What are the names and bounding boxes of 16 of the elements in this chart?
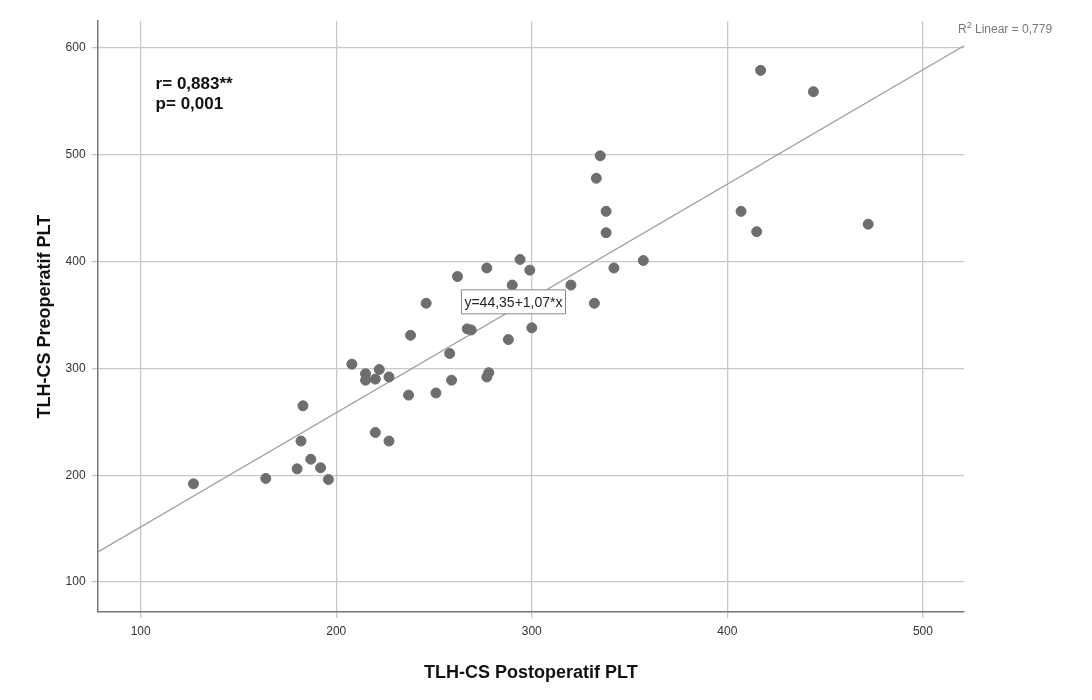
y-tick-label: 100	[65, 574, 86, 589]
y-axis-title: TLH-CS Preoperatif PLT	[33, 214, 54, 419]
x-tick-label: 400	[717, 623, 738, 638]
y-tick-label: 300	[65, 360, 86, 375]
y-tick-label: 600	[65, 40, 86, 55]
x-axis-title: TLH-CS Postoperatif PLT	[423, 662, 638, 683]
y-tick-label: 500	[65, 147, 86, 162]
x-tick-label: 100	[130, 623, 151, 638]
y-tick-label: 400	[65, 253, 86, 268]
y-tick-label: 200	[65, 467, 86, 482]
x-tick-label: 300	[521, 623, 543, 638]
x-tick-label: 200	[326, 623, 347, 638]
annotation: p= 0,001	[155, 94, 224, 114]
annotation: r= 0,883**	[155, 74, 234, 94]
x-tick-label: 500	[912, 623, 934, 638]
annotation: y=44,35+1,07*x	[464, 293, 563, 310]
